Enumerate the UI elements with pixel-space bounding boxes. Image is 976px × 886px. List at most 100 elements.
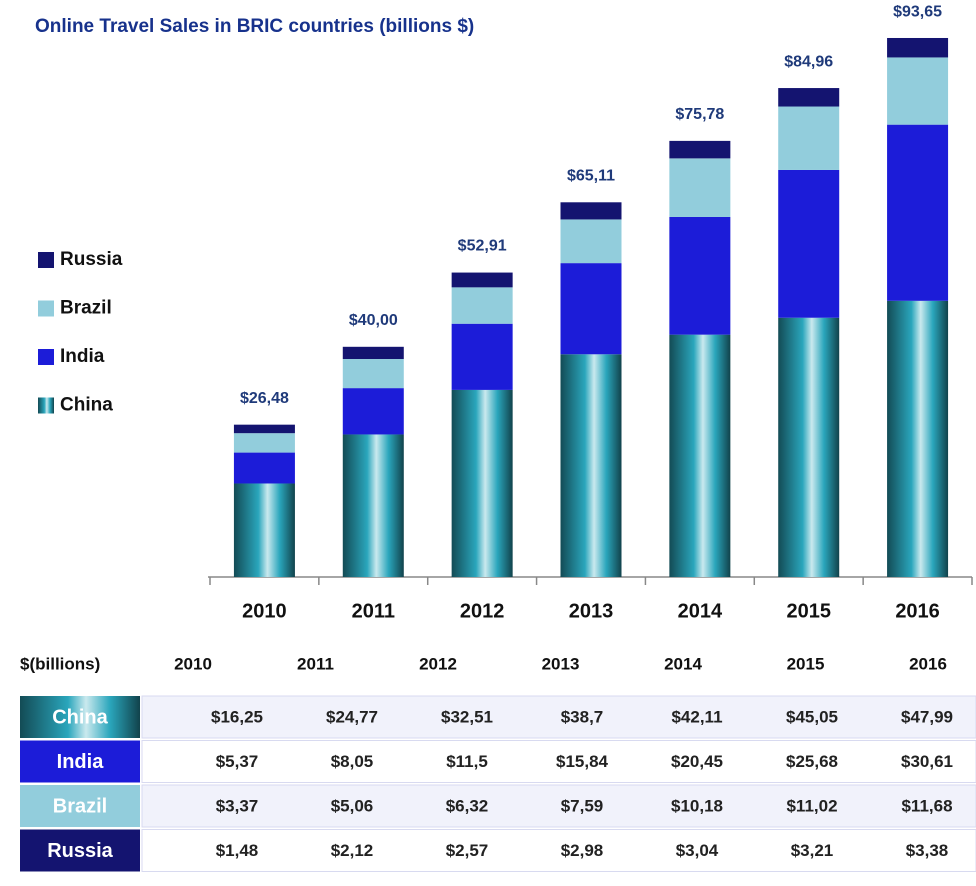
table-cell: $5,37	[216, 752, 259, 771]
bar-segment	[560, 202, 622, 220]
bar-segment	[342, 434, 404, 577]
bar-segment	[560, 354, 622, 577]
table-row-label: Brazil	[53, 795, 107, 817]
bar-segment	[778, 169, 840, 318]
bar-segment	[778, 317, 840, 577]
table-cell: $38,7	[561, 707, 604, 726]
x-tick-label: 2015	[786, 600, 831, 622]
bar-segment	[342, 346, 404, 360]
table-cell: $15,84	[556, 752, 609, 771]
table-cell: $47,99	[901, 707, 953, 726]
table-column-header: 2014	[664, 654, 702, 673]
table-row-bg	[141, 740, 976, 783]
table-row-label: India	[57, 751, 105, 773]
bar-segment	[887, 57, 949, 125]
table-cell: $7,59	[561, 796, 604, 815]
bar-segment	[887, 300, 949, 577]
bar-segment	[669, 158, 731, 217]
table-row-bg	[141, 829, 976, 872]
table-row-label-bg	[20, 740, 140, 783]
bar-segment	[887, 37, 949, 58]
table-cell: $3,38	[906, 841, 949, 860]
bar-segment	[451, 287, 513, 324]
table-cell: $16,25	[211, 707, 263, 726]
table-cell: $8,05	[331, 752, 374, 771]
x-tick-label: 2011	[352, 600, 395, 622]
table-cell: $10,18	[671, 796, 723, 815]
total-label: $26,48	[240, 390, 289, 407]
legend-swatch	[38, 349, 54, 365]
table-cell: $6,32	[446, 796, 489, 815]
bar-segment	[451, 272, 513, 288]
bar-segment	[560, 263, 622, 355]
chart-title: Online Travel Sales in BRIC countries (b…	[35, 16, 474, 37]
table-cell: $2,98	[561, 841, 604, 860]
table-cell: $1,48	[216, 841, 259, 860]
table-cell: $42,11	[671, 707, 722, 726]
table-cell: $3,21	[791, 841, 834, 860]
x-tick-label: 2012	[460, 600, 505, 622]
total-label: $84,96	[784, 53, 833, 70]
table-row-label: Russia	[47, 840, 113, 862]
bar-segment	[233, 433, 295, 453]
bar-segment	[778, 106, 840, 170]
table-cell: $45,05	[786, 707, 838, 726]
table-cell: $3,37	[216, 796, 259, 815]
table-header: $(billions)	[20, 654, 100, 673]
bar-segment	[451, 389, 513, 577]
total-label: $75,78	[675, 106, 724, 123]
legend-label: China	[60, 395, 113, 416]
table-cell: $24,77	[326, 707, 378, 726]
legend-label: Russia	[60, 249, 123, 270]
total-label: $40,00	[349, 312, 398, 329]
x-tick-label: 2010	[242, 600, 287, 622]
legend-swatch	[38, 300, 54, 317]
table-cell: $11,5	[446, 752, 488, 771]
table-cell: $11,68	[901, 796, 952, 815]
total-label: $93,65	[893, 3, 942, 20]
bar-segment	[669, 216, 731, 335]
legend-swatch	[38, 397, 54, 414]
table-column-header: 2015	[787, 654, 825, 673]
table-cell: $3,04	[676, 841, 719, 860]
table-row-bg	[141, 695, 976, 739]
table-cell: $11,02	[786, 796, 837, 815]
table-row-label-bg	[20, 829, 140, 872]
table-cell: $2,12	[331, 841, 374, 860]
bar-segment	[669, 140, 731, 159]
table-cell: $5,06	[331, 796, 374, 815]
table-row-label: China	[52, 706, 108, 728]
bar-segment	[560, 219, 622, 264]
table-cell: $20,45	[671, 752, 723, 771]
bar-segment	[233, 424, 295, 434]
bar-segment	[233, 483, 295, 577]
table-row-label-bg	[20, 696, 140, 738]
x-tick-label: 2013	[569, 600, 614, 622]
bar-segment	[342, 359, 404, 389]
table-column-header: 2012	[419, 654, 457, 673]
legend-label: India	[60, 346, 105, 367]
table-column-header: 2016	[909, 654, 947, 673]
bar-segment	[887, 124, 949, 301]
table-row-label-bg	[20, 785, 140, 827]
bar-segment	[342, 388, 404, 435]
legend-swatch	[38, 252, 54, 268]
bar-segment	[778, 88, 840, 107]
table-column-header: 2010	[174, 654, 212, 673]
bar-segment	[669, 334, 731, 577]
x-tick-label: 2014	[678, 600, 723, 622]
table-cell: $25,68	[786, 752, 838, 771]
table-cell: $2,57	[446, 841, 489, 860]
total-label: $65,11	[567, 168, 615, 185]
table-cell: $30,61	[901, 752, 953, 771]
table-cell: $32,51	[441, 707, 493, 726]
bar-segment	[233, 452, 295, 484]
total-label: $52,91	[458, 238, 507, 255]
table-row-bg	[141, 784, 976, 828]
x-tick-label: 2016	[895, 600, 940, 622]
legend-label: Brazil	[60, 298, 112, 319]
table-column-header: 2011	[297, 654, 334, 673]
bar-segment	[451, 323, 513, 390]
table-column-header: 2013	[542, 654, 580, 673]
